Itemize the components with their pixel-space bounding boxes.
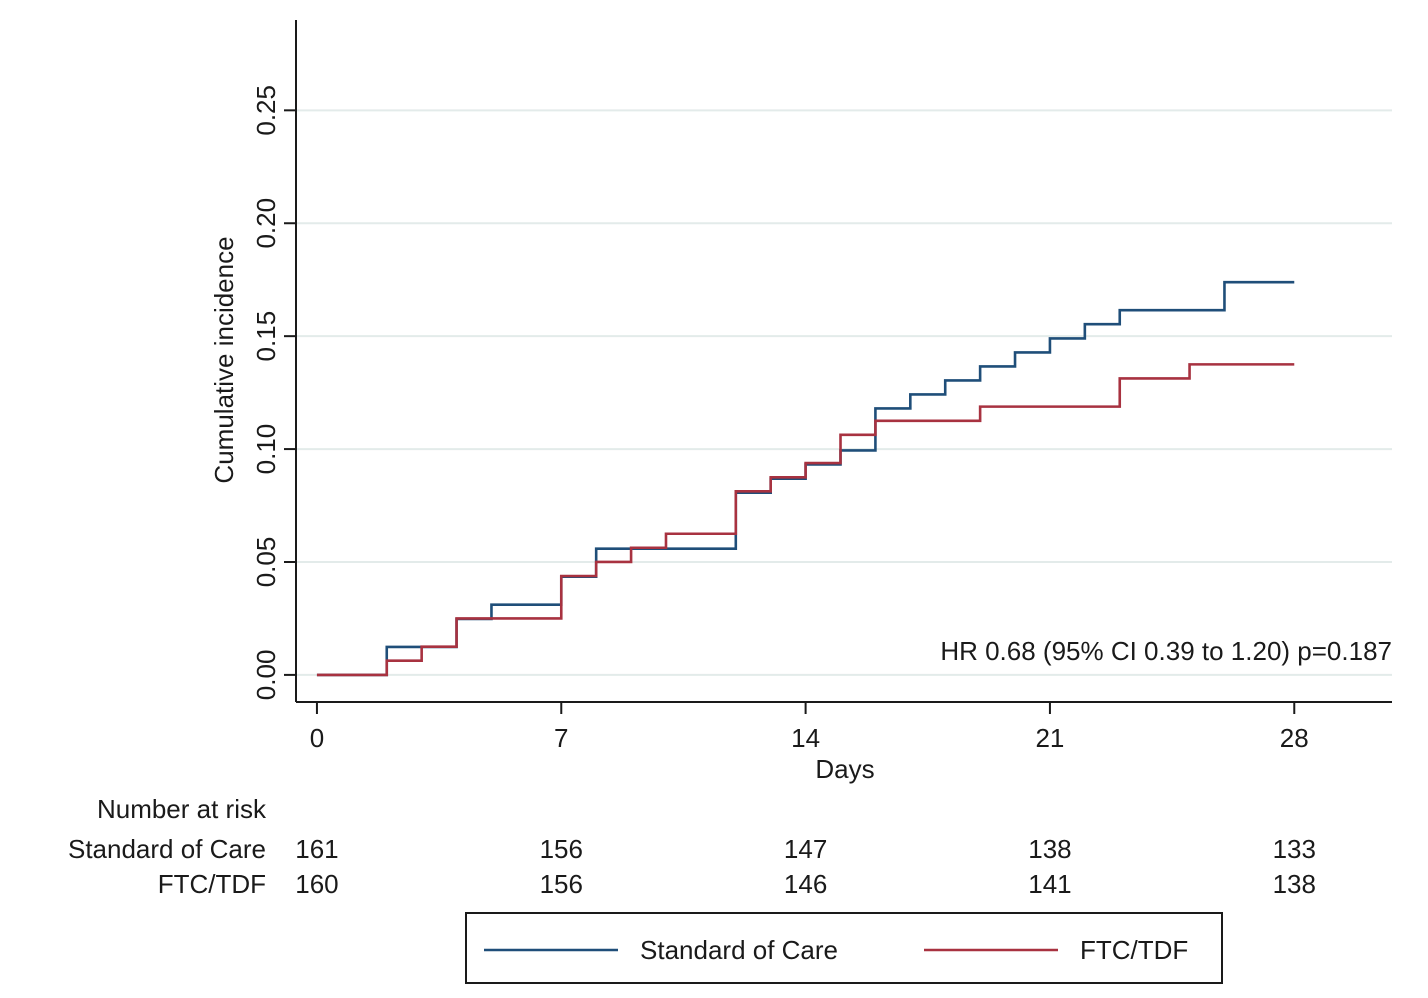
risk-cell: 146 [784, 869, 827, 899]
legend-box [465, 912, 1223, 984]
axes: 0.00 0.05 0.10 0.15 0.20 0.25 0 7 14 21 28 [251, 20, 1392, 753]
x-tick-label-4: 28 [1280, 723, 1309, 753]
y-tick-label-2: 0.10 [251, 424, 281, 475]
risk-cell: 156 [540, 869, 583, 899]
series-group [316, 280, 1295, 677]
x-tick-label-1: 7 [554, 723, 568, 753]
x-tick-label-3: 21 [1035, 723, 1064, 753]
legend-label-1: FTC/TDF [1080, 935, 1188, 965]
y-tick-label-4: 0.20 [251, 198, 281, 249]
x-tick-label-2: 14 [791, 723, 820, 753]
legend-label-0: Standard of Care [640, 935, 838, 965]
y-tick-label-1: 0.05 [251, 537, 281, 588]
risk-table-title: Number at risk [97, 794, 267, 824]
risk-cell: 138 [1273, 869, 1316, 899]
risk-cell: 160 [295, 869, 338, 899]
legend: Standard of Care FTC/TDF [465, 912, 1223, 984]
gridlines [296, 109, 1392, 676]
y-tick-label-3: 0.15 [251, 311, 281, 362]
risk-cell: 156 [540, 834, 583, 864]
risk-cell: 138 [1028, 834, 1071, 864]
risk-row-label: FTC/TDF [158, 869, 266, 899]
series-line-ftc-tdf [316, 363, 1295, 677]
x-tick-label-0: 0 [310, 723, 324, 753]
risk-cell: 161 [295, 834, 338, 864]
risk-cell: 141 [1028, 869, 1071, 899]
x-axis-title: Days [815, 754, 874, 784]
risk-cell: 133 [1273, 834, 1316, 864]
hr-annotation: HR 0.68 (95% CI 0.39 to 1.20) p=0.187 [940, 636, 1392, 666]
y-tick-label-5: 0.25 [251, 85, 281, 136]
risk-cell: 147 [784, 834, 827, 864]
y-tick-label-0: 0.00 [251, 650, 281, 701]
risk-row-label: Standard of Care [68, 834, 266, 864]
series-line-standard-of-care [316, 280, 1295, 677]
risk-table: Number at risk Standard of Care 161 156 147… [68, 794, 1316, 899]
y-axis-title: Cumulative incidence [209, 236, 239, 483]
